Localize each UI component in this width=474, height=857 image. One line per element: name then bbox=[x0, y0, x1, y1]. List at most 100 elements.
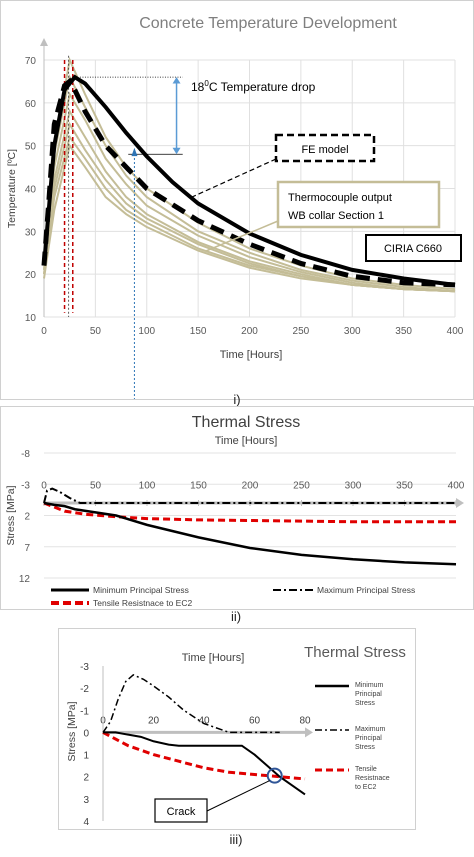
x-tick-label: 60 bbox=[249, 715, 261, 726]
legend-label-max: Principal bbox=[355, 735, 382, 742]
x-tick-label: 250 bbox=[293, 480, 310, 491]
ciria-label: CIRIA C660 bbox=[384, 243, 442, 255]
y-tick-label: 60 bbox=[25, 99, 37, 110]
y-tick-label: -3 bbox=[80, 662, 89, 673]
drop-arrow-head-top bbox=[172, 77, 181, 84]
y-axis-label: Stress [MPa] bbox=[66, 701, 78, 761]
x-tick-label: 0 bbox=[41, 480, 47, 491]
tensile-resistance-line bbox=[43, 501, 456, 524]
y-tick-label: 20 bbox=[25, 270, 37, 281]
ciria-label-box bbox=[365, 234, 462, 262]
legend-label-tensile: Resistnace bbox=[355, 775, 390, 782]
panel-label-ii: ii) bbox=[230, 609, 242, 624]
y-tick-label: 30 bbox=[25, 227, 37, 238]
crack-label: Crack bbox=[167, 806, 196, 818]
thermal-stress-panel: Thermal Stress Time [Hours] -8 -3 2 7 12 0 50 100… bbox=[0, 406, 474, 610]
legend-label-min: Minimum Principal Stress bbox=[93, 585, 189, 595]
thermocouple-label-line1: Thermocouple output bbox=[288, 192, 392, 204]
fe-model-series-line bbox=[41, 77, 456, 288]
y-axis-label: Temperature [ºC] bbox=[6, 149, 18, 228]
panel-label-i: i) bbox=[233, 392, 241, 407]
x-tick-label: 400 bbox=[447, 326, 464, 337]
chart-title: Thermal Stress bbox=[304, 644, 406, 661]
x-tick-label: 80 bbox=[299, 715, 311, 726]
legend-label-max: Maximum bbox=[355, 726, 386, 733]
x-tick-label: 20 bbox=[148, 715, 160, 726]
y-tick-label: 7 bbox=[24, 543, 30, 554]
x-tick-label: 50 bbox=[90, 480, 102, 491]
x-tick-label: 0 bbox=[41, 326, 47, 337]
max-principal-stress-line bbox=[43, 487, 456, 504]
thermocouple-series-line bbox=[43, 143, 456, 293]
thermal-stress-zoom-panel: Thermal Stress Time [Hours] -3 -2 -1 0 1 2 3 40 20… bbox=[58, 628, 416, 830]
y-tick-label: -8 bbox=[21, 449, 30, 460]
legend-label-min: Stress bbox=[355, 700, 375, 707]
y-axis-arrow bbox=[40, 38, 48, 46]
thermocouple-label-box bbox=[276, 180, 441, 229]
legend-label-tensile: Tensile bbox=[355, 766, 377, 773]
crack-marker bbox=[266, 767, 283, 784]
x-tick-label: 50 bbox=[90, 326, 102, 337]
x-axis-label: Time [Hours] bbox=[215, 435, 278, 447]
fe-model-label-box bbox=[274, 133, 376, 163]
panel-label-iii: iii) bbox=[229, 832, 243, 847]
fe-model-label: FE model bbox=[301, 144, 348, 156]
legend-label-tensile: Tensile Resistnace to EC2 bbox=[93, 598, 192, 608]
thermocouple-series-line bbox=[43, 91, 456, 293]
y-tick-label: 40 bbox=[25, 185, 37, 196]
x-tick-label: 100 bbox=[139, 480, 156, 491]
x-tick-label: 400 bbox=[448, 480, 465, 491]
drop-annotation: 180C Temperature drop bbox=[191, 79, 316, 94]
x-tick-label: 200 bbox=[241, 326, 258, 337]
x-tick-label: 350 bbox=[396, 480, 413, 491]
x-tick-label: 150 bbox=[190, 326, 207, 337]
thermocouple-label-line2: WB collar Section 1 bbox=[288, 210, 384, 222]
max-principal-stress-line bbox=[102, 673, 280, 734]
x-tick-label: 350 bbox=[395, 326, 412, 337]
thermal-stress-chart: Thermal Stress Time [Hours] -8 -3 2 7 12 0 50 100… bbox=[5, 414, 465, 608]
y-tick-label: 1 bbox=[83, 751, 89, 762]
y-tick-label: -3 bbox=[21, 480, 30, 491]
link-arrow-head bbox=[131, 147, 138, 157]
crack-label-box bbox=[154, 798, 208, 823]
y-tick-label: 50 bbox=[25, 142, 37, 153]
x-tick-label: 250 bbox=[293, 326, 310, 337]
crack-leader bbox=[206, 780, 270, 812]
chart-title: Concrete Temperature Development bbox=[139, 15, 397, 32]
y-tick-label: -1 bbox=[80, 706, 89, 717]
x-tick-label: 300 bbox=[345, 480, 362, 491]
x-tick-label: 300 bbox=[344, 326, 361, 337]
y-tick-label: 0 bbox=[83, 728, 89, 739]
temperature-chart-panel: Concrete Temperature Development 10 20 30 40… bbox=[0, 0, 474, 400]
drop-arrow-head-bottom bbox=[172, 147, 181, 155]
thermal-stress-zoom-chart: Thermal Stress Time [Hours] -3 -2 -1 0 1 2 3 40 20… bbox=[66, 644, 406, 828]
y-tick-label: 70 bbox=[25, 56, 37, 67]
temperature-chart: Concrete Temperature Development 10 20 30 40… bbox=[6, 15, 464, 399]
legend-label-min: Principal bbox=[355, 691, 382, 698]
min-principal-stress-line bbox=[103, 731, 306, 796]
x-axis-arrow bbox=[305, 727, 313, 738]
y-tick-label: 3 bbox=[83, 795, 89, 806]
thermocouple-series-line bbox=[43, 74, 456, 293]
x-axis-arrow bbox=[456, 498, 464, 508]
x-axis-label: Time [Hours] bbox=[220, 349, 283, 361]
chart-title: Thermal Stress bbox=[192, 414, 300, 431]
y-tick-label: 10 bbox=[25, 313, 37, 324]
y-tick-label: -2 bbox=[80, 684, 89, 695]
y-axis-label: Stress [MPa] bbox=[5, 485, 17, 545]
ciria-series-line bbox=[42, 74, 456, 287]
x-tick-label: 40 bbox=[198, 715, 210, 726]
y-tick-label: 2 bbox=[24, 512, 30, 523]
min-principal-stress-line bbox=[43, 501, 457, 566]
x-axis-label: Time [Hours] bbox=[182, 652, 245, 664]
x-tick-label: 150 bbox=[190, 480, 207, 491]
legend-label-min: Minimum bbox=[355, 682, 384, 689]
legend-label-max: Stress bbox=[355, 744, 375, 751]
y-tick-label: 4 bbox=[83, 817, 89, 828]
x-tick-label: 100 bbox=[138, 326, 155, 337]
x-tick-label: 200 bbox=[242, 480, 259, 491]
thermocouple-leader bbox=[205, 220, 279, 252]
fe-model-leader bbox=[191, 158, 277, 198]
legend-label-tensile: to EC2 bbox=[355, 784, 377, 791]
y-tick-label: 12 bbox=[19, 574, 31, 585]
